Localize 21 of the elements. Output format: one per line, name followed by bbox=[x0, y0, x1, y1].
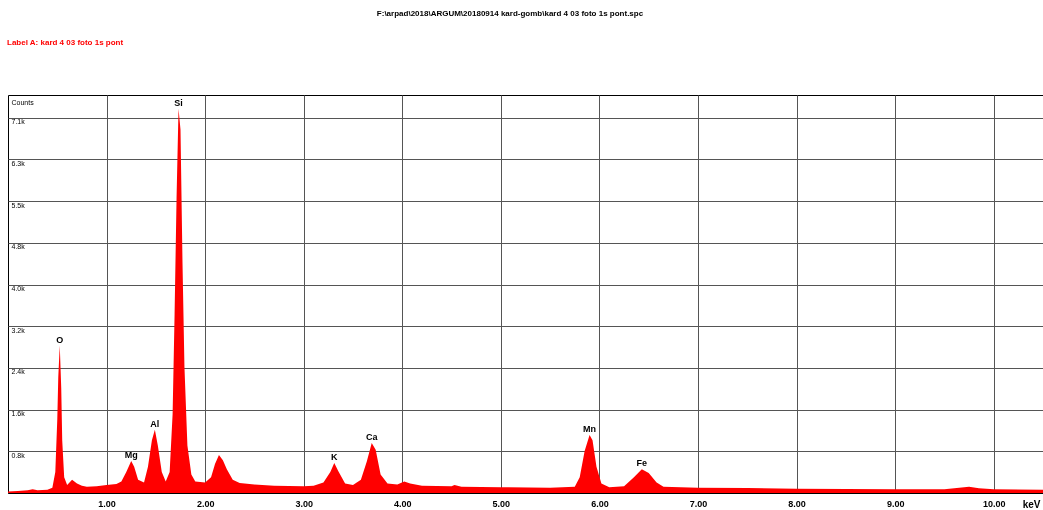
x-tick-label: 4.00 bbox=[394, 498, 412, 509]
annotation: K bbox=[331, 451, 339, 462]
x-axis-title: keV bbox=[1022, 498, 1041, 510]
x-tick-label: 5.00 bbox=[492, 498, 511, 509]
chart-title: F:\arpad\2018\ARGUM\20180914 kard-gomb\kard 4 03 foto 1s pont.spc bbox=[376, 9, 644, 18]
annotation: Si bbox=[174, 97, 183, 108]
x-tick-label: 8.00 bbox=[788, 498, 806, 509]
x-tick-label: 1.00 bbox=[98, 498, 116, 509]
x-tick-label: 2.00 bbox=[196, 498, 215, 509]
x-tick-label: 9.00 bbox=[886, 498, 905, 509]
x-tick-label: 3.00 bbox=[295, 498, 313, 509]
chart-subtitle: Label A: kard 4 03 foto 1s pont bbox=[7, 38, 124, 47]
annotation: Mg bbox=[124, 449, 138, 460]
annotation: Fe bbox=[636, 458, 648, 469]
annotation: O bbox=[56, 334, 64, 345]
x-tick-label: 7.00 bbox=[689, 498, 708, 509]
x-tick-label: 6.00 bbox=[591, 498, 609, 509]
annotation: Ca bbox=[365, 431, 379, 442]
annotation: Mn bbox=[583, 424, 597, 435]
x-tick-label: 10.00 bbox=[982, 498, 1006, 509]
annotation: Al bbox=[150, 418, 160, 429]
